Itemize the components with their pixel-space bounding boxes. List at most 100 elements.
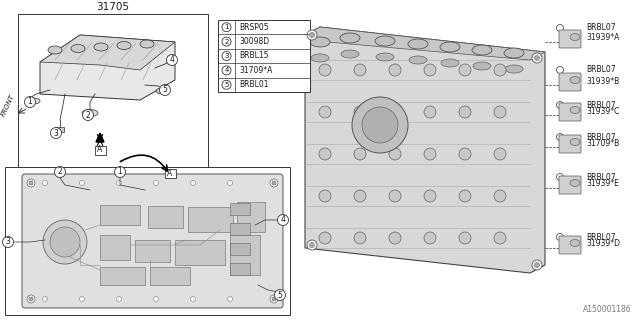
Bar xyxy=(5,167,290,315)
Circle shape xyxy=(222,23,231,32)
Circle shape xyxy=(362,107,398,143)
Ellipse shape xyxy=(570,180,580,187)
Circle shape xyxy=(272,181,276,185)
Ellipse shape xyxy=(94,43,108,51)
Ellipse shape xyxy=(570,76,580,84)
Bar xyxy=(175,240,225,265)
Circle shape xyxy=(27,295,35,303)
Circle shape xyxy=(459,232,471,244)
Circle shape xyxy=(166,54,177,66)
Bar xyxy=(164,169,175,178)
Polygon shape xyxy=(40,35,175,100)
Circle shape xyxy=(116,180,122,186)
Circle shape xyxy=(270,295,278,303)
Text: 3: 3 xyxy=(54,129,58,138)
Text: BRBL07: BRBL07 xyxy=(586,100,616,109)
Ellipse shape xyxy=(504,48,524,58)
Text: BRBL15: BRBL15 xyxy=(239,52,269,60)
Circle shape xyxy=(557,173,563,180)
Text: 5: 5 xyxy=(278,291,282,300)
Ellipse shape xyxy=(117,42,131,50)
Bar xyxy=(100,205,140,225)
Ellipse shape xyxy=(340,33,360,43)
Circle shape xyxy=(51,127,61,139)
Ellipse shape xyxy=(473,62,491,70)
Ellipse shape xyxy=(156,89,164,93)
Text: BRBL07: BRBL07 xyxy=(586,66,616,75)
Circle shape xyxy=(532,53,542,63)
Circle shape xyxy=(29,297,33,301)
Circle shape xyxy=(557,25,563,31)
Bar xyxy=(18,14,208,172)
Circle shape xyxy=(424,106,436,118)
Text: 5: 5 xyxy=(163,85,168,94)
Circle shape xyxy=(115,166,125,178)
Text: 31939*A: 31939*A xyxy=(586,34,620,43)
Text: BRBL07: BRBL07 xyxy=(586,172,616,181)
Text: 2: 2 xyxy=(224,39,228,44)
Circle shape xyxy=(319,148,331,160)
Text: 31705: 31705 xyxy=(97,2,129,12)
Text: 31939*D: 31939*D xyxy=(586,239,620,249)
Circle shape xyxy=(494,190,506,202)
Circle shape xyxy=(83,109,93,121)
Bar xyxy=(230,203,250,215)
Text: BRBL07: BRBL07 xyxy=(586,233,616,242)
Bar xyxy=(188,207,233,232)
Circle shape xyxy=(154,297,159,301)
Polygon shape xyxy=(305,27,545,273)
Circle shape xyxy=(494,148,506,160)
Circle shape xyxy=(354,232,366,244)
Text: 2: 2 xyxy=(58,167,62,177)
Circle shape xyxy=(557,67,563,74)
Circle shape xyxy=(3,236,13,247)
Text: 2: 2 xyxy=(86,110,90,119)
Circle shape xyxy=(27,179,35,187)
Text: 30098D: 30098D xyxy=(239,37,269,46)
Bar xyxy=(95,146,106,155)
Circle shape xyxy=(424,232,436,244)
Ellipse shape xyxy=(375,36,395,46)
Ellipse shape xyxy=(570,34,580,41)
Polygon shape xyxy=(305,27,545,60)
Circle shape xyxy=(557,101,563,108)
Circle shape xyxy=(319,106,331,118)
Circle shape xyxy=(389,106,401,118)
Circle shape xyxy=(307,240,317,250)
Circle shape xyxy=(159,84,170,95)
Bar xyxy=(56,127,64,132)
Circle shape xyxy=(222,52,231,60)
Ellipse shape xyxy=(48,46,62,54)
Circle shape xyxy=(272,297,276,301)
Text: BRBL07: BRBL07 xyxy=(586,132,616,141)
Circle shape xyxy=(191,180,195,186)
Circle shape xyxy=(494,106,506,118)
Circle shape xyxy=(227,180,232,186)
Circle shape xyxy=(424,64,436,76)
FancyBboxPatch shape xyxy=(559,176,581,194)
Circle shape xyxy=(424,190,436,202)
Circle shape xyxy=(54,166,65,178)
Circle shape xyxy=(389,190,401,202)
Ellipse shape xyxy=(472,45,492,55)
Circle shape xyxy=(42,297,47,301)
Circle shape xyxy=(532,260,542,270)
Text: A150001186: A150001186 xyxy=(584,305,632,314)
Text: 4: 4 xyxy=(280,215,285,225)
Circle shape xyxy=(389,148,401,160)
Circle shape xyxy=(191,297,195,301)
Circle shape xyxy=(310,33,314,37)
FancyBboxPatch shape xyxy=(559,30,581,48)
Bar xyxy=(100,267,145,285)
Polygon shape xyxy=(96,133,104,142)
Polygon shape xyxy=(40,35,175,70)
Ellipse shape xyxy=(341,50,359,58)
Bar xyxy=(237,202,265,232)
Circle shape xyxy=(352,97,408,153)
Circle shape xyxy=(43,220,87,264)
Circle shape xyxy=(389,232,401,244)
Circle shape xyxy=(354,190,366,202)
Circle shape xyxy=(494,232,506,244)
Circle shape xyxy=(222,66,231,75)
Circle shape xyxy=(24,97,35,108)
